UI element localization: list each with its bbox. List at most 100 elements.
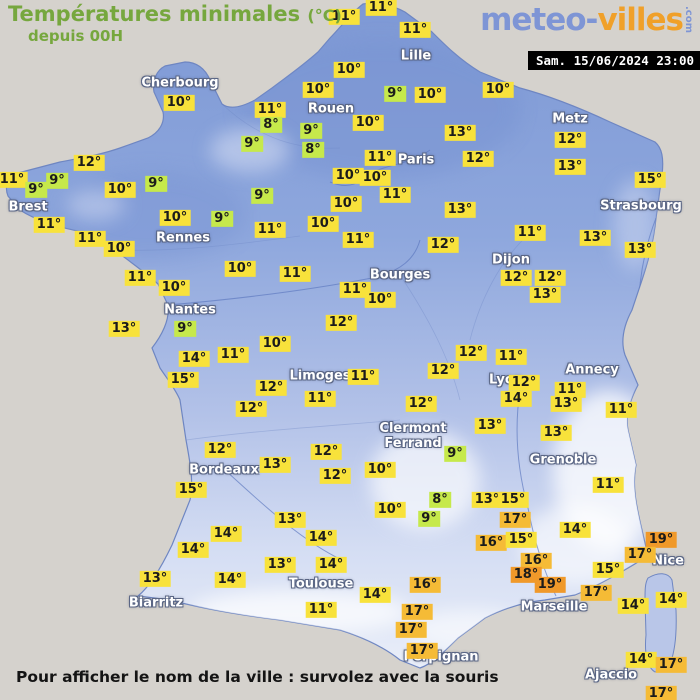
temp-label[interactable]: 13° bbox=[529, 286, 561, 304]
temp-label[interactable]: 15° bbox=[592, 561, 624, 579]
temp-label[interactable]: 14° bbox=[210, 525, 242, 543]
temp-label[interactable]: 10° bbox=[103, 240, 135, 258]
temp-label[interactable]: 17° bbox=[406, 642, 438, 660]
temp-label[interactable]: 10° bbox=[482, 81, 514, 99]
temp-label[interactable]: 11° bbox=[514, 224, 546, 242]
temp-label[interactable]: 10° bbox=[302, 81, 334, 99]
temp-label[interactable]: 11° bbox=[399, 21, 431, 39]
temp-label[interactable]: 17° bbox=[624, 546, 656, 564]
temp-label[interactable]: 10° bbox=[224, 260, 256, 278]
temp-label[interactable]: 9° bbox=[25, 181, 47, 199]
temp-label[interactable]: 10° bbox=[364, 291, 396, 309]
temp-label[interactable]: 11° bbox=[0, 171, 28, 189]
temp-label[interactable]: 11° bbox=[279, 265, 311, 283]
temp-label[interactable]: 12° bbox=[427, 236, 459, 254]
temp-label[interactable]: 17° bbox=[655, 656, 687, 674]
temp-label[interactable]: 11° bbox=[305, 601, 337, 619]
temp-label[interactable]: 11° bbox=[304, 390, 336, 408]
temp-label[interactable]: 11° bbox=[364, 149, 396, 167]
temp-label[interactable]: 13° bbox=[264, 556, 296, 574]
temp-label[interactable]: 15° bbox=[175, 481, 207, 499]
meteo-villes-logo[interactable]: meteo-villes .com bbox=[480, 2, 694, 38]
temp-label[interactable]: 10° bbox=[374, 501, 406, 519]
temp-label[interactable]: 11° bbox=[379, 186, 411, 204]
temp-label[interactable]: 9° bbox=[174, 320, 196, 338]
temp-label[interactable]: 16° bbox=[475, 534, 507, 552]
temp-label[interactable]: 13° bbox=[474, 417, 506, 435]
temp-label[interactable]: 12° bbox=[462, 150, 494, 168]
temp-label[interactable]: 10° bbox=[307, 215, 339, 233]
temp-label[interactable]: 14° bbox=[177, 541, 209, 559]
temp-label[interactable]: 13° bbox=[444, 124, 476, 142]
temp-label[interactable]: 14° bbox=[178, 350, 210, 368]
temp-label[interactable]: 17° bbox=[645, 685, 677, 700]
temp-label[interactable]: 10° bbox=[104, 181, 136, 199]
temp-label[interactable]: 14° bbox=[315, 556, 347, 574]
temp-label[interactable]: 17° bbox=[401, 603, 433, 621]
temp-label[interactable]: 12° bbox=[455, 344, 487, 362]
temp-label[interactable]: 19° bbox=[534, 576, 566, 594]
temp-label[interactable]: 11° bbox=[74, 230, 106, 248]
temp-label[interactable]: 10° bbox=[259, 335, 291, 353]
temp-label[interactable]: 10° bbox=[352, 114, 384, 132]
temp-label[interactable]: 13° bbox=[471, 491, 503, 509]
temp-label[interactable]: 13° bbox=[579, 229, 611, 247]
temp-label[interactable]: 17° bbox=[395, 621, 427, 639]
temp-label[interactable]: 18° bbox=[510, 566, 542, 584]
temp-label[interactable]: 17° bbox=[580, 584, 612, 602]
temp-label[interactable]: 10° bbox=[330, 195, 362, 213]
temp-label[interactable]: 8° bbox=[260, 116, 282, 134]
temp-label[interactable]: 11° bbox=[328, 8, 360, 26]
temp-label[interactable]: 11° bbox=[339, 281, 371, 299]
temp-label[interactable]: 10° bbox=[158, 279, 190, 297]
temp-label[interactable]: 14° bbox=[359, 586, 391, 604]
temp-label[interactable]: 13° bbox=[259, 456, 291, 474]
temp-label[interactable]: 12° bbox=[310, 443, 342, 461]
temp-label[interactable]: 13° bbox=[444, 201, 476, 219]
temp-label[interactable]: 11° bbox=[254, 221, 286, 239]
temp-label[interactable]: 9° bbox=[145, 175, 167, 193]
temp-label[interactable]: 15° bbox=[167, 371, 199, 389]
temp-label[interactable]: 9° bbox=[46, 172, 68, 190]
temp-label[interactable]: 12° bbox=[204, 441, 236, 459]
temp-label[interactable]: 11° bbox=[124, 269, 156, 287]
temp-label[interactable]: 15° bbox=[634, 171, 666, 189]
temp-label[interactable]: 12° bbox=[534, 269, 566, 287]
temp-label[interactable]: 12° bbox=[500, 269, 532, 287]
temp-label[interactable]: 13° bbox=[550, 395, 582, 413]
temp-label[interactable]: 11° bbox=[254, 101, 286, 119]
temp-label[interactable]: 13° bbox=[624, 241, 656, 259]
temp-label[interactable]: 11° bbox=[365, 0, 397, 17]
temp-label[interactable]: 10° bbox=[359, 169, 391, 187]
temp-label[interactable]: 12° bbox=[319, 467, 351, 485]
temp-label[interactable]: 10° bbox=[333, 61, 365, 79]
temp-label[interactable]: 10° bbox=[414, 86, 446, 104]
temp-label[interactable]: 12° bbox=[255, 379, 287, 397]
temp-label[interactable]: 13° bbox=[274, 511, 306, 529]
temp-label[interactable]: 8° bbox=[429, 491, 451, 509]
temp-label[interactable]: 11° bbox=[217, 346, 249, 364]
temp-label[interactable]: 16° bbox=[409, 576, 441, 594]
temp-label[interactable]: 16° bbox=[520, 552, 552, 570]
temp-label[interactable]: 12° bbox=[508, 374, 540, 392]
temp-label[interactable]: 13° bbox=[108, 320, 140, 338]
temp-label[interactable]: 17° bbox=[499, 511, 531, 529]
temp-label[interactable]: 9° bbox=[300, 122, 322, 140]
temp-label[interactable]: 14° bbox=[500, 390, 532, 408]
temp-label[interactable]: 14° bbox=[305, 529, 337, 547]
temp-label[interactable]: 9° bbox=[211, 210, 233, 228]
temp-label[interactable]: 12° bbox=[427, 362, 459, 380]
temp-label[interactable]: 13° bbox=[540, 424, 572, 442]
temp-label[interactable]: 9° bbox=[251, 187, 273, 205]
temp-label[interactable]: 9° bbox=[418, 510, 440, 528]
temp-label[interactable]: 11° bbox=[605, 401, 637, 419]
temp-label[interactable]: 10° bbox=[364, 461, 396, 479]
temp-label[interactable]: 14° bbox=[559, 521, 591, 539]
temp-label[interactable]: 9° bbox=[444, 445, 466, 463]
temp-label[interactable]: 14° bbox=[617, 597, 649, 615]
temp-label[interactable]: 11° bbox=[592, 476, 624, 494]
temp-label[interactable]: 10° bbox=[332, 167, 364, 185]
temp-label[interactable]: 11° bbox=[342, 231, 374, 249]
temp-label[interactable]: 12° bbox=[73, 154, 105, 172]
temp-label[interactable]: 10° bbox=[163, 94, 195, 112]
